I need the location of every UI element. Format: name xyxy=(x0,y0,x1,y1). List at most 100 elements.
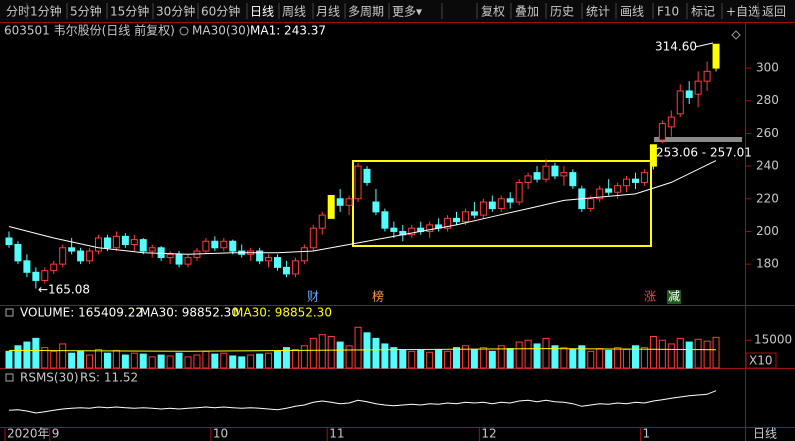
candle-body xyxy=(524,175,532,183)
toolbar-button[interactable]: 周线 xyxy=(282,5,306,19)
volume-bar xyxy=(166,355,174,369)
candle-body xyxy=(596,188,604,200)
toolbar-button[interactable]: +自选 xyxy=(726,5,760,19)
y-tick-label: 280 xyxy=(756,93,779,107)
candle-body xyxy=(211,240,219,249)
high-label: 314.60 xyxy=(655,40,697,54)
candle-body xyxy=(139,239,147,252)
volume-bar xyxy=(658,339,666,369)
candle-body xyxy=(497,198,505,210)
volume-bar xyxy=(623,348,631,369)
toolbar-button[interactable]: 1分钟 xyxy=(30,4,62,19)
volume-bar xyxy=(139,353,147,369)
toolbar-button[interactable]: 30分钟 xyxy=(156,4,195,19)
volume-bar xyxy=(685,341,693,369)
candle-body xyxy=(103,237,111,249)
ma30-line xyxy=(8,160,717,255)
toolbar-bg xyxy=(0,0,795,22)
volume-bar xyxy=(32,337,40,369)
toolbar-button[interactable]: 复权 xyxy=(481,5,505,19)
volume-bar xyxy=(336,341,344,369)
candle-body xyxy=(649,144,657,167)
candle-body xyxy=(166,253,174,259)
toolbar-button[interactable]: 返回 xyxy=(762,5,786,19)
candle-body xyxy=(614,185,622,193)
volume-title: VOLUME: 165409.22 xyxy=(20,306,143,320)
volume-bar xyxy=(175,352,183,369)
candle-body xyxy=(426,224,434,232)
toolbar-button[interactable]: 月线 xyxy=(316,5,340,19)
toolbar-button[interactable]: 5分钟 xyxy=(70,4,102,19)
candle-body xyxy=(220,240,228,249)
marker: 涨 xyxy=(644,289,656,304)
marker: 榜 xyxy=(372,289,384,304)
rs-value: RS: 11.52 xyxy=(80,371,138,385)
candle-body xyxy=(130,239,138,246)
candle-body xyxy=(354,165,362,200)
volume-bar xyxy=(121,354,129,369)
y-tick-label: 220 xyxy=(756,191,779,205)
candle-body xyxy=(59,247,67,265)
volume-bar xyxy=(435,348,443,369)
volume-bar xyxy=(605,349,613,369)
x-tick-label: 10 xyxy=(213,427,228,441)
candle-body xyxy=(712,43,720,69)
volume-bar xyxy=(112,349,120,369)
volume-bar xyxy=(41,347,49,369)
candle-body xyxy=(68,247,76,252)
y-tick-label: 300 xyxy=(756,61,779,75)
volume-bar xyxy=(515,341,523,369)
volume-bar xyxy=(274,350,281,369)
y-tick-label: 200 xyxy=(756,224,779,238)
volume-bar xyxy=(596,348,604,369)
toolbar-button[interactable]: 分时 xyxy=(6,5,30,19)
toolbar-button[interactable]: 标记 xyxy=(691,5,715,19)
candle-body xyxy=(318,214,326,229)
volume-bar xyxy=(676,337,684,369)
candle-body xyxy=(623,178,631,187)
low-label: 165.08 xyxy=(48,283,90,297)
candle-body xyxy=(408,227,416,236)
vol-icon xyxy=(5,308,14,317)
volume-bar xyxy=(5,350,13,369)
toolbar-button[interactable]: 画线 xyxy=(620,5,644,19)
candle-body xyxy=(327,195,335,219)
candle-body xyxy=(685,90,693,98)
candle-body xyxy=(390,227,398,232)
candle-body xyxy=(41,270,49,281)
volume-bar xyxy=(390,347,398,369)
high-arrow xyxy=(694,42,714,48)
volume-bar xyxy=(327,336,335,369)
toolbar-button[interactable]: 统计 xyxy=(586,5,610,19)
toolbar-button[interactable]: 更多▾ xyxy=(392,5,422,19)
candle-body xyxy=(533,172,541,180)
volume-bar xyxy=(578,345,586,369)
toolbar-button[interactable]: 日线 xyxy=(250,5,274,19)
toolbar-button[interactable]: 多周期 xyxy=(348,5,384,19)
y-tick-label: 260 xyxy=(756,126,779,140)
volume-bar xyxy=(256,353,264,369)
low-arrow: ← xyxy=(38,283,48,297)
volume-bar xyxy=(372,337,380,369)
volume-bar xyxy=(381,343,389,369)
toolbar-button[interactable]: F10 xyxy=(657,5,679,19)
volume-bar xyxy=(318,334,326,369)
volume-bar xyxy=(247,354,255,369)
volume-bar xyxy=(614,347,622,369)
candle-body xyxy=(265,257,273,262)
volume-bar xyxy=(667,343,675,369)
candle-body xyxy=(202,240,210,252)
toolbar-button[interactable]: 历史 xyxy=(550,5,574,19)
toolbar-button[interactable]: 叠加 xyxy=(515,5,539,19)
volume-bar xyxy=(551,345,559,369)
volume-bar xyxy=(569,348,577,369)
toolbar-button[interactable]: 15分钟 xyxy=(110,4,149,19)
candle-body xyxy=(345,198,353,206)
candle-body xyxy=(676,90,684,115)
volume-bar xyxy=(587,350,595,369)
volume-bar xyxy=(220,352,228,369)
volume-bar xyxy=(345,345,353,369)
toolbar-button[interactable]: 60分钟 xyxy=(201,4,240,19)
rs-title: RSMS(30) xyxy=(20,371,79,385)
